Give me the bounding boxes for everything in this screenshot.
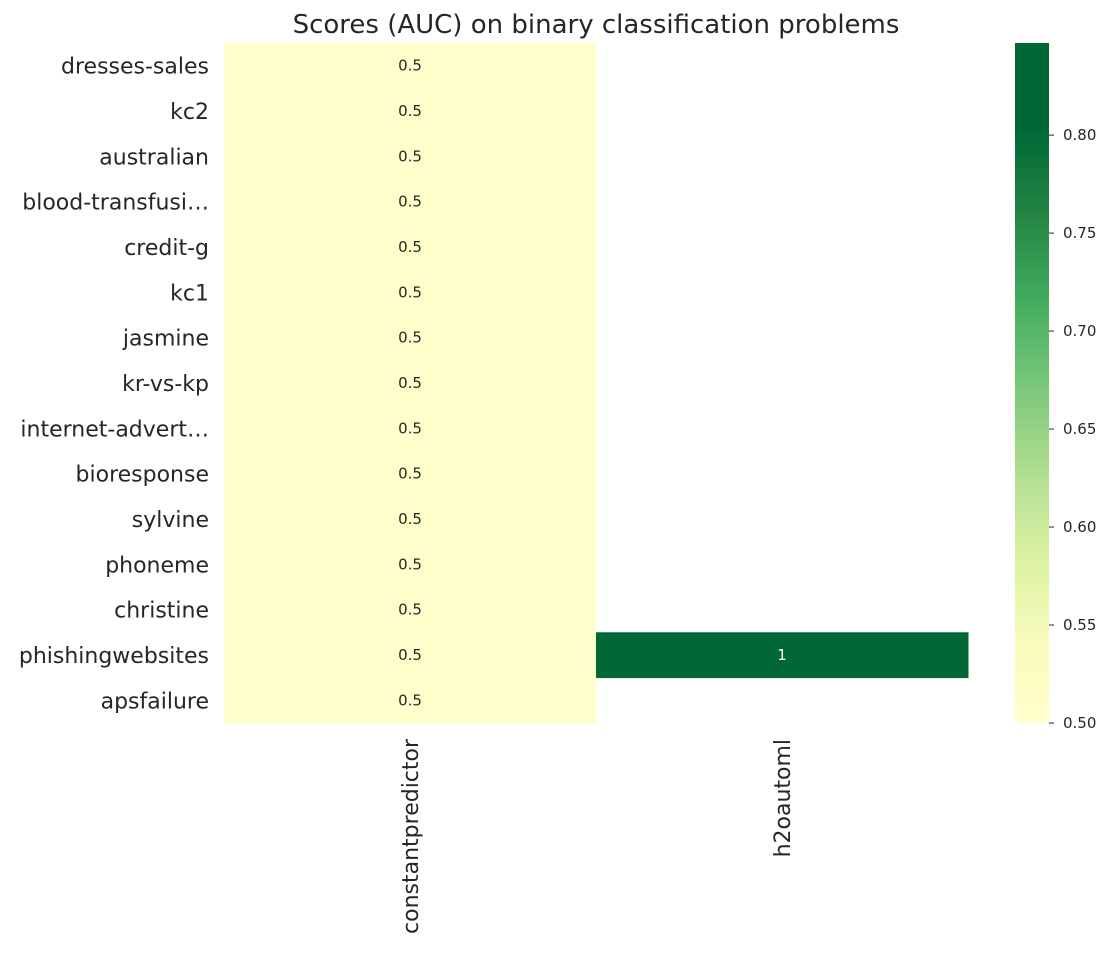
- cell-label: 0.5: [398, 57, 422, 75]
- cell-label: 0.5: [398, 555, 422, 573]
- cell-label: 1: [777, 646, 787, 664]
- heatmap-cell: [224, 178, 597, 225]
- row-label: dresses-sales: [61, 55, 209, 80]
- colorbar-tick-label: 0.65: [1063, 420, 1096, 438]
- row-labels: dresses-sales kc2 australian blood-transfus…: [19, 55, 209, 715]
- heatmap-cell: [224, 496, 597, 543]
- chart-title: Scores (AUC) on binary classification pr…: [293, 10, 900, 40]
- colorbar-tick-label: 0.60: [1063, 518, 1096, 536]
- row-label: sylvine: [132, 508, 209, 533]
- row-label: blood-transfusi…: [22, 191, 209, 216]
- heatmap-cells: 0.5 0.5 0.5 0.5 0.5 0.5 0.5 0.5 0.5 0.5 0.5 0.5 0.5 0…: [224, 43, 969, 724]
- heatmap-cell: [224, 314, 597, 361]
- colorbar-tick-label: 0.80: [1063, 126, 1096, 144]
- colorbar-gradient: [1015, 43, 1049, 723]
- cell-label: 0.5: [398, 238, 422, 256]
- heatmap-cell: [596, 632, 969, 679]
- column-label: h2oautoml: [771, 739, 796, 857]
- heatmap-cell: [224, 269, 597, 316]
- cell-label: 0.5: [398, 510, 422, 528]
- heatmap-cell: [224, 586, 597, 633]
- heatmap-cell: [224, 541, 597, 588]
- heatmap-cell: [224, 677, 597, 724]
- colorbar: 0.50 0.55 0.60 0.65 0.70 0.75 0.80: [1015, 43, 1096, 732]
- heatmap-cell: [224, 133, 597, 180]
- cell-label: 0.5: [398, 102, 422, 120]
- colorbar-tick-label: 0.75: [1063, 224, 1096, 242]
- cell-label: 0.5: [398, 691, 422, 709]
- colorbar-ticks: 0.50 0.55 0.60 0.65 0.70 0.75 0.80: [1049, 126, 1096, 732]
- heatmap-cell: [224, 360, 597, 407]
- row-label: phoneme: [105, 553, 209, 578]
- cell-label: 0.5: [398, 646, 422, 664]
- row-label: apsfailure: [101, 689, 209, 714]
- heatmap-cell: [224, 224, 597, 271]
- cell-label: 0.5: [398, 601, 422, 619]
- heatmap-cell: [224, 632, 597, 679]
- colorbar-tick-label: 0.55: [1063, 616, 1096, 634]
- heatmap-cell: [224, 43, 597, 89]
- row-label: credit-g: [124, 236, 209, 261]
- heatmap-cell: [224, 88, 597, 135]
- row-label: kc1: [170, 281, 209, 306]
- cell-label: 0.5: [398, 465, 422, 483]
- row-label: christine: [114, 599, 209, 624]
- row-label: jasmine: [122, 327, 209, 352]
- row-label: kc2: [170, 100, 209, 125]
- heatmap-cell: [224, 450, 597, 497]
- column-label: constantpredictor: [399, 738, 424, 934]
- colorbar-tick-label: 0.50: [1063, 714, 1096, 732]
- row-label: internet-advert…: [20, 417, 209, 442]
- cell-label: 0.5: [398, 283, 422, 301]
- cell-label: 0.5: [398, 147, 422, 165]
- column-labels: constantpredictor h2oautoml: [399, 738, 796, 934]
- heatmap-cell: [224, 405, 597, 452]
- cell-label: 0.5: [398, 193, 422, 211]
- row-label: australian: [99, 145, 209, 170]
- cell-label: 0.5: [398, 374, 422, 392]
- row-label: phishingwebsites: [19, 644, 209, 669]
- colorbar-tick-label: 0.70: [1063, 322, 1096, 340]
- cell-label: 0.5: [398, 329, 422, 347]
- cell-label: 0.5: [398, 419, 422, 437]
- row-label: kr-vs-kp: [122, 372, 209, 397]
- row-label: bioresponse: [76, 463, 209, 488]
